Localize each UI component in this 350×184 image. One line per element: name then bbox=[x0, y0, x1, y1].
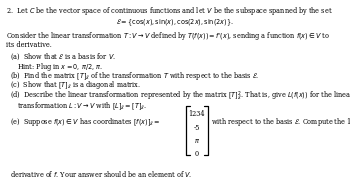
Text: 2.  Let $C$ be the vector space of continuous functions and let $V$ be the subsp: 2. Let $C$ be the vector space of contin… bbox=[6, 5, 333, 17]
Text: transformation $L : V \to V$ with $[L]_{\mathcal{E}} = [T]_{\mathcal{E}}$.: transformation $L : V \to V$ with $[L]_{… bbox=[17, 100, 147, 112]
Text: with respect to the basis $\mathcal{E}$. Compute the 100th: with respect to the basis $\mathcal{E}$.… bbox=[211, 116, 350, 128]
Text: (b)  Find the matrix $[T]_{\mathcal{E}}$ of the transformation $T$ with respect : (b) Find the matrix $[T]_{\mathcal{E}}$ … bbox=[10, 70, 260, 82]
Text: (e)  Suppose $f(x) \in V$ has coordinates $[f(x)]_{\mathcal{E}} = $: (e) Suppose $f(x) \in V$ has coordinates… bbox=[10, 116, 161, 128]
Text: Hint: Plug in $x = 0,\, \pi/2,\, \pi$.: Hint: Plug in $x = 0,\, \pi/2,\, \pi$. bbox=[17, 61, 103, 73]
Text: -5: -5 bbox=[194, 124, 200, 132]
Text: (d)  Describe the linear transformation represented by the matrix $[T]_{\mathcal: (d) Describe the linear transformation r… bbox=[10, 90, 350, 103]
Text: 1234: 1234 bbox=[188, 110, 205, 118]
Text: $\mathcal{E} = \{\mathrm{cos}(x), \mathrm{sin}(x), \mathrm{cos}(2x), \mathrm{sin: $\mathcal{E} = \{\mathrm{cos}(x), \mathr… bbox=[116, 17, 233, 28]
Text: 0: 0 bbox=[195, 150, 199, 158]
Text: its derivative.: its derivative. bbox=[6, 41, 52, 49]
Text: (a)  Show that $\mathcal{E}$ is a basis for $V$.: (a) Show that $\mathcal{E}$ is a basis f… bbox=[10, 52, 117, 62]
Text: (c)  Show that $[T]_{\mathcal{E}}$ is a diagonal matrix.: (c) Show that $[T]_{\mathcal{E}}$ is a d… bbox=[10, 79, 141, 91]
Text: $\pi$: $\pi$ bbox=[194, 137, 200, 145]
Text: Consider the linear transformation $T : V \to V$ defined by $T(f(x)) = f'(x)$, s: Consider the linear transformation $T : … bbox=[6, 30, 330, 42]
Text: derivative of $f$. Your answer should be an element of $V$.: derivative of $f$. Your answer should be… bbox=[10, 169, 193, 179]
